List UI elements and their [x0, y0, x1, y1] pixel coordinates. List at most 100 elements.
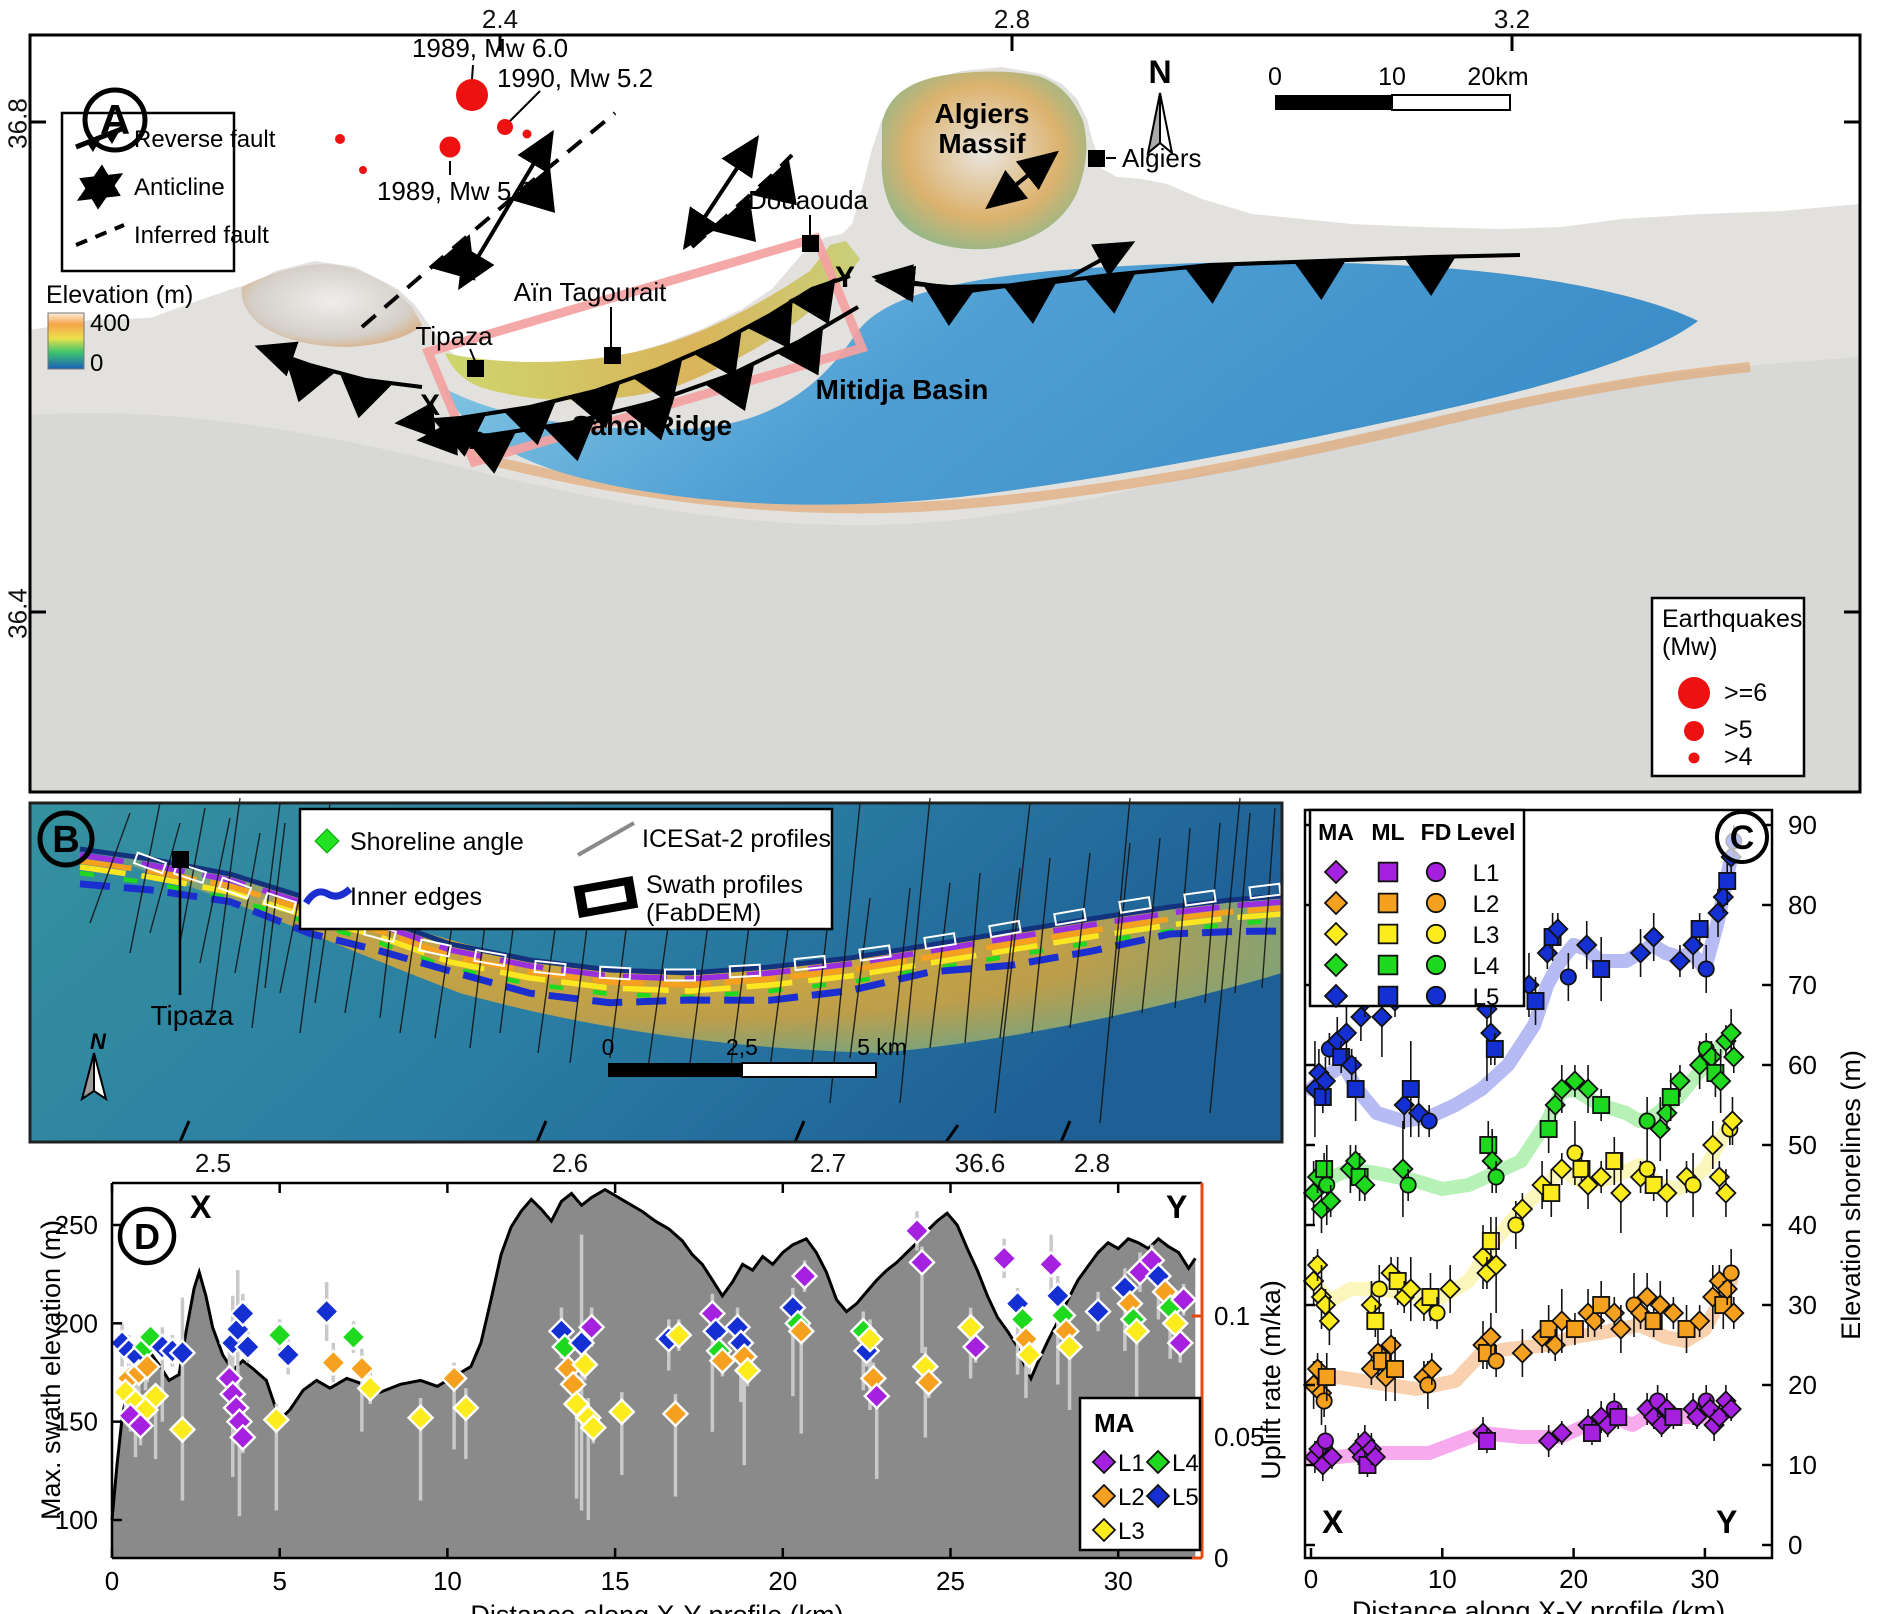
d-point-L5: [229, 1299, 257, 1328]
c-point-L2: [1644, 1312, 1663, 1330]
earthquake-small[interactable]: [359, 166, 367, 174]
c-point-L5: [1335, 1022, 1358, 1044]
d-xtick: 5: [272, 1566, 286, 1596]
earthquake-1989-mw56[interactable]: [439, 136, 461, 158]
c-point-L5: [1669, 950, 1691, 972]
d-point-L1: [903, 1217, 931, 1245]
c-legend-ma-L2: [1323, 890, 1349, 916]
earthquake-1990-mw52[interactable]: [497, 119, 513, 135]
icesat-profile-line: [899, 797, 931, 1104]
c-point-L3: [1366, 1312, 1385, 1330]
c-point-L3: [1370, 1280, 1388, 1298]
c-point-L3: [1360, 1294, 1383, 1316]
d-point-L2: [440, 1364, 468, 1393]
city-marker-tipaza-b[interactable]: [172, 851, 189, 868]
d-point-L3: [168, 1415, 197, 1444]
d-point-L5: [312, 1297, 341, 1326]
c-point-L2: [1380, 1334, 1402, 1356]
swath-profile-box: [533, 959, 567, 977]
panel-a-map: 1989, Mw 6.0 1990, Mw 5.2 1989, Mw 5.6 T…: [28, 33, 1862, 794]
c-point-L5: [1480, 1022, 1502, 1044]
c-point-L5: [1559, 968, 1577, 986]
elevation-max: 400: [90, 310, 130, 337]
d-xtick: 15: [601, 1566, 630, 1596]
d-legend-title: MA: [1094, 1408, 1135, 1438]
c-point-L5: [1313, 1088, 1332, 1106]
c-legend-level: L4: [1473, 953, 1500, 980]
d-ytick-right: 0: [1214, 1543, 1228, 1573]
inferred-faults: [360, 111, 797, 329]
icesat-profile-line: [234, 832, 261, 974]
c-point-L3: [1428, 1304, 1446, 1322]
d-point-L1: [1169, 1286, 1198, 1314]
c-point-L1: [1609, 1408, 1628, 1426]
d-point-L4: [266, 1321, 294, 1349]
c-legend-level: L3: [1473, 922, 1500, 949]
c-point-L2: [1419, 1376, 1437, 1394]
panel-b-map: Tipaza Shoreline angle ICESat-2 profiles…: [28, 797, 1284, 1144]
eq-legend-title-1: Earthquakes: [1662, 605, 1802, 633]
c-legend-fd-L4: [1425, 954, 1447, 976]
panel-a-frame: [28, 33, 1862, 794]
c-point-L4: [1656, 1102, 1678, 1124]
earthquake-small[interactable]: [522, 129, 532, 139]
a-top-tick-label: 2.4: [481, 4, 519, 34]
icesat-profile-line: [209, 797, 241, 1024]
c-point-L4: [1592, 1096, 1611, 1114]
city-marker-douaouda[interactable]: [802, 235, 819, 252]
c-point-L4: [1661, 1088, 1680, 1106]
city-marker-tipaza[interactable]: [467, 360, 484, 377]
c-point-L3: [1566, 1144, 1584, 1162]
scalebar-b-5: 5 km: [857, 1034, 907, 1060]
icesat-profile-line: [264, 822, 286, 989]
city-label-tipaza-b: Tipaza: [150, 1000, 233, 1031]
icesat-profile-line: [849, 897, 871, 1059]
d-point-L1: [1037, 1250, 1065, 1279]
c-point-L3: [1439, 1278, 1461, 1300]
d-point-L3: [665, 1321, 693, 1349]
panel-d-letter-circle: [117, 1206, 177, 1266]
earthquake-1989-mw6[interactable]: [456, 79, 488, 111]
profile-b-label: B: [468, 427, 486, 455]
city-marker-algiers[interactable]: [1088, 150, 1105, 167]
c-point-L2: [1511, 1342, 1534, 1364]
eq-size-label-4: >4: [1724, 743, 1753, 771]
d-x-marker: X: [190, 1189, 212, 1225]
c-point-L5: [1629, 942, 1652, 964]
eq-size-icon-4: [1688, 752, 1700, 764]
earthquake-epicenters: [335, 79, 532, 174]
c-point-L1: [1664, 1408, 1683, 1426]
c-point-L3: [1481, 1232, 1500, 1250]
eq-legend-title-2: (Mw): [1662, 633, 1718, 661]
c-ytick: 50: [1788, 1130, 1817, 1160]
reverse-fault-icon-barb: [87, 130, 120, 152]
d-point-L2: [915, 1368, 943, 1397]
elevation-min: 0: [90, 350, 103, 377]
inferred-fault-icon: [75, 223, 125, 247]
c-point-L1: [1686, 1406, 1708, 1428]
legend-inferred-fault: Inferred fault: [134, 222, 269, 249]
earthquake-small[interactable]: [335, 134, 345, 144]
profile-x-label: X: [420, 389, 440, 422]
swath-profile-box: [793, 954, 827, 972]
d-point-L2: [708, 1346, 737, 1375]
reverse-fault-line: [254, 341, 423, 419]
d-point-L2: [319, 1348, 348, 1377]
scalebar-b-25: 2,5: [726, 1034, 758, 1060]
d-point-L3: [356, 1374, 384, 1402]
d-ylabel-left: Max. swath elevation (m): [36, 1220, 66, 1520]
icesat-profile-line: [1204, 822, 1221, 1004]
d-point-L3: [1015, 1341, 1044, 1369]
icesat-profile-line: [149, 822, 181, 934]
icesat-profile-line: [199, 817, 231, 964]
c-point-L3: [1638, 1160, 1656, 1178]
earthquake-leaders: [449, 64, 541, 175]
city-marker-ain-tagourait[interactable]: [604, 347, 621, 364]
d-legend-level: L3: [1118, 1518, 1145, 1545]
c-point-L4: [1709, 1070, 1732, 1092]
swath-profile-box: [858, 944, 892, 962]
icesat-profile-line: [994, 802, 1031, 1114]
c-point-L3: [1306, 1254, 1329, 1276]
c-legend-level: L2: [1473, 891, 1500, 918]
